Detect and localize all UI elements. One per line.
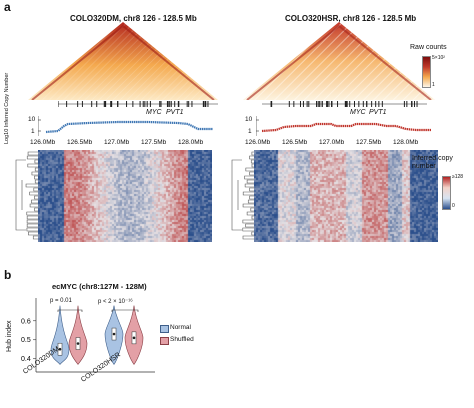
raw-counts-max: 5×10² (432, 55, 445, 61)
gene-pvt1-right: PVT1 (369, 109, 387, 116)
xtick-left-1: 126.5Mb (67, 139, 93, 146)
xtick-left-2: 127.0Mb (104, 139, 130, 146)
xtick-right-2: 127.0Mb (319, 139, 345, 146)
legend-shuffled-swatch (160, 337, 169, 345)
gene-myc-right: MYC (350, 109, 366, 116)
left-panel-title: COLO320DM, chr8 126 - 128.5 Mb (70, 14, 197, 23)
copy-number-heatmap-right (254, 150, 438, 242)
xtick-right-0: 126.0Mb (245, 139, 271, 146)
xtick-left-4: 128.0Mb (178, 139, 204, 146)
ytick-10-right: 10 (245, 116, 253, 123)
hic-triangle-left (28, 22, 218, 100)
pvalue-dm: p = 0.01 (50, 298, 72, 304)
right-panel-title: COLO320HSR, chr8 126 - 128.5 Mb (285, 14, 417, 23)
pvalue-hsr: p < 2 × 10⁻¹⁶ (98, 299, 133, 305)
xtick-left-3: 127.5Mb (141, 139, 167, 146)
ytick-1-left: 1 (31, 128, 35, 135)
violin-plot: 0.4 0.5 0.6 (21, 298, 155, 373)
xtick-right-4: 128.0Mb (393, 139, 419, 146)
xticks-left: 126.0Mb 126.5Mb 127.0Mb 127.5Mb 128.0Mb (30, 139, 220, 149)
gene-track-right (262, 101, 427, 107)
violin-ytick-label: 0.5 (21, 337, 31, 344)
violin-shuffled-0 (68, 305, 88, 365)
panel-b-title: ecMYC (chr8:127M - 128M) (52, 282, 147, 291)
pvalue-bracket-dm (57, 309, 83, 312)
copy-number-track-left (38, 116, 213, 136)
violin-median (58, 347, 62, 351)
dendrogram-right (231, 151, 254, 240)
violin-normal-0 (50, 305, 70, 365)
raw-counts-legend-title: Raw counts (410, 44, 447, 51)
raw-counts-colorbar (422, 56, 431, 88)
pvalue-bracket-hsr (111, 309, 139, 312)
dendrogram-left (15, 151, 38, 240)
xtick-right-1: 126.5Mb (282, 139, 308, 146)
panel-a-letter: a (4, 0, 11, 14)
panel-b-letter: b (4, 268, 12, 282)
ytick-10-left: 10 (28, 116, 36, 123)
violin-median (132, 336, 136, 340)
gene-track-left (58, 101, 218, 107)
copy-number-y-label: Log10 Inferred Copy Number (4, 72, 10, 144)
violin-ytick-label: 0.6 (21, 318, 31, 325)
legend-normal-label: Normal (170, 324, 191, 331)
copy-legend-title: Inferred copy number (412, 155, 453, 170)
legend-normal-swatch (160, 325, 169, 333)
raw-counts-min: 1 (432, 82, 435, 88)
copy-legend-min: 0 (452, 203, 455, 209)
gene-pvt1-left: PVT1 (166, 109, 184, 116)
xtick-right-3: 127.5Mb (356, 139, 382, 146)
copy-number-track-right (256, 116, 431, 136)
gene-myc-left: MYC (146, 109, 162, 116)
hic-triangle-right (243, 22, 435, 100)
legend-shuffled-label: Shuffled (170, 336, 194, 343)
violin-median (112, 332, 116, 336)
ytick-1-right: 1 (248, 128, 252, 135)
violin-median (76, 342, 80, 345)
copy-number-heatmap-left (38, 150, 212, 242)
violin-ytick-label: 0.4 (21, 356, 31, 363)
copy-colorbar (442, 176, 451, 210)
hub-index-y-label: Hub index (6, 320, 13, 352)
xticks-right: 126.0Mb 126.5Mb 127.0Mb 127.5Mb 128.0Mb (245, 139, 435, 149)
copy-legend-max: ≥128 (452, 174, 464, 180)
xtick-left-0: 126.0Mb (30, 139, 56, 146)
